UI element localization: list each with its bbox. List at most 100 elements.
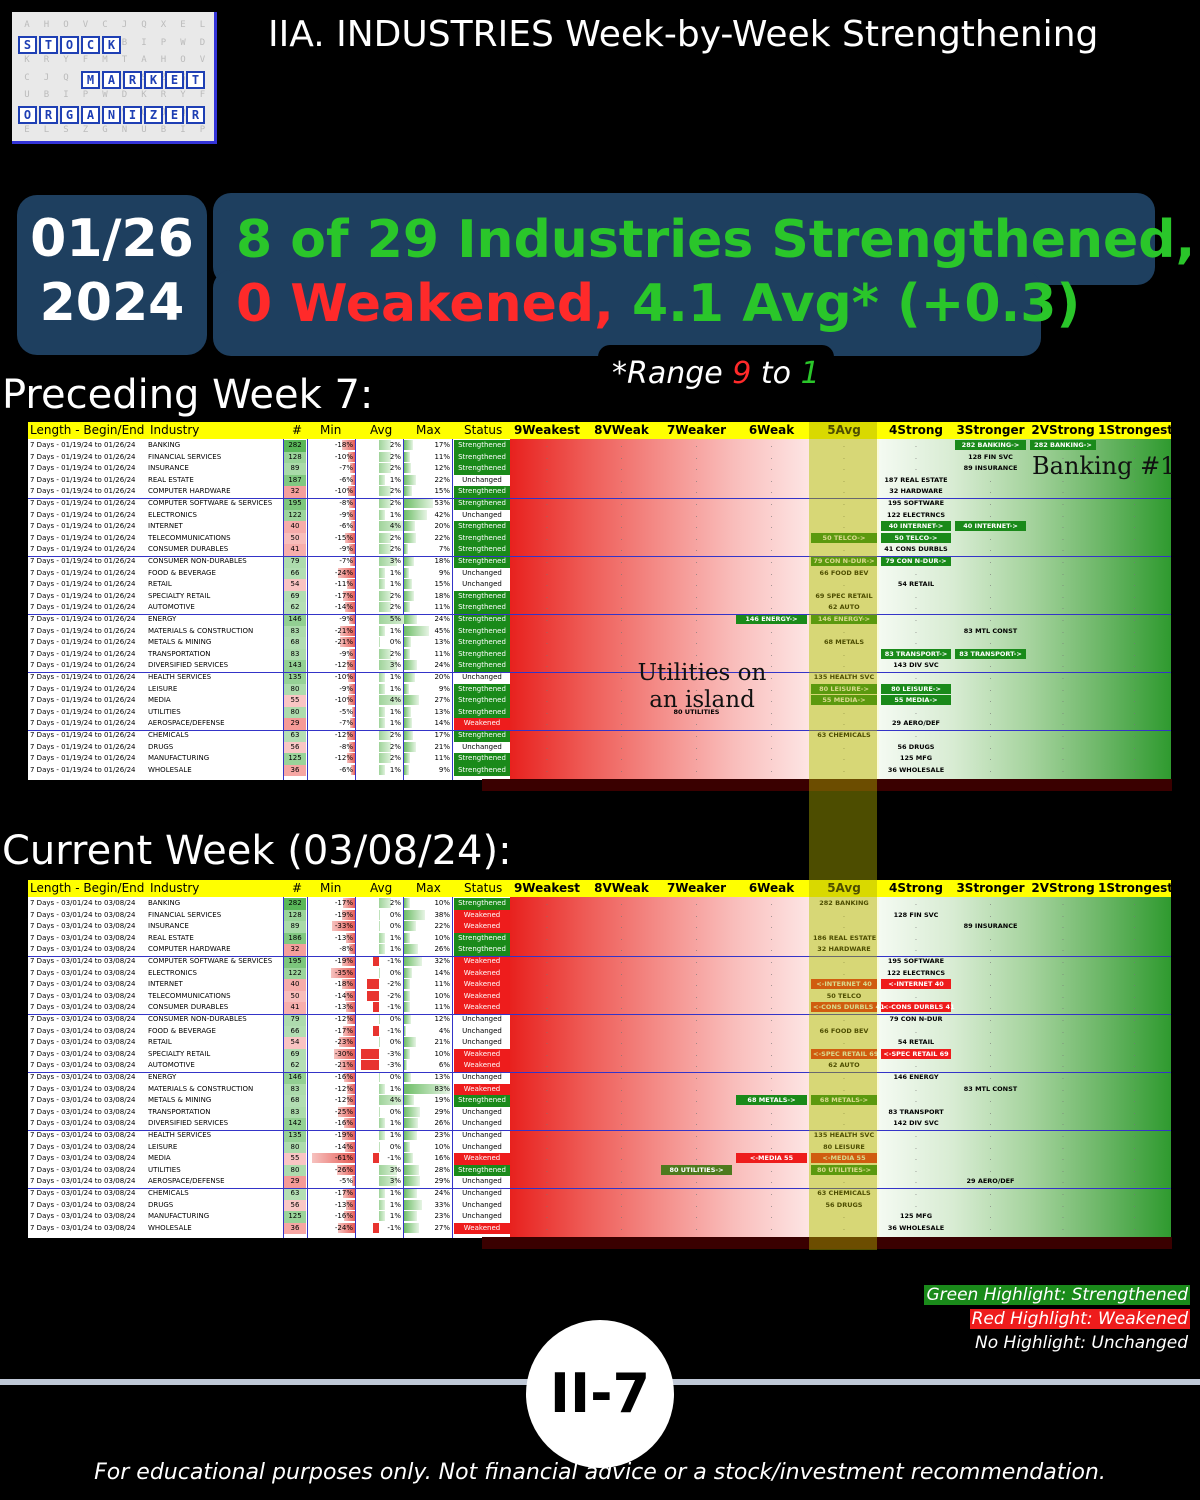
status-cell: Strengthened bbox=[454, 625, 510, 638]
table-row: 7 Days - 03/01/24 to 03/08/24 SPECIALTY R… bbox=[28, 1048, 1171, 1061]
rank-dot: . bbox=[770, 991, 773, 1000]
rank-dot: . bbox=[620, 1154, 623, 1163]
max-bar bbox=[404, 521, 415, 532]
avg-cell: 2% bbox=[389, 452, 401, 461]
industry-cell: DRUGS bbox=[148, 1200, 174, 1209]
rank-dot: . bbox=[545, 1096, 549, 1105]
avg-cell: 0% bbox=[389, 922, 401, 931]
rank-dot: . bbox=[1133, 1165, 1136, 1174]
rank-marker: 83 TRANSPORT bbox=[888, 1107, 944, 1116]
min-bar bbox=[343, 898, 355, 908]
column-divider bbox=[452, 439, 453, 780]
rank-band-3 bbox=[953, 897, 1028, 1238]
max-cell: 10% bbox=[434, 1142, 450, 1151]
rank-dot: . bbox=[545, 1200, 549, 1209]
industry-cell: CHEMICALS bbox=[148, 1189, 189, 1197]
rank-dot: . bbox=[620, 1038, 623, 1047]
rank-band-2 bbox=[1028, 439, 1098, 780]
column-header-min: Min bbox=[320, 423, 342, 437]
rank-dot: . bbox=[695, 441, 698, 449]
logo-faint-letter: H bbox=[160, 55, 167, 65]
status-cell: Weakened bbox=[454, 1222, 510, 1235]
rank-header-1: 1Strongest bbox=[1098, 423, 1174, 437]
rank-dot: . bbox=[620, 522, 623, 531]
rank-dot: . bbox=[842, 707, 846, 716]
rank-dot: . bbox=[545, 1026, 549, 1035]
status-cell: Strengthened bbox=[454, 602, 510, 614]
rank-dot: . bbox=[989, 684, 992, 693]
rank-marker: 128 FIN SVC bbox=[968, 452, 1013, 461]
avg-cell: 1% bbox=[389, 684, 401, 693]
logo-faint-letter: V bbox=[82, 20, 89, 30]
period-cell: 7 Days - 01/19/24 to 01/26/24 bbox=[30, 661, 136, 670]
rank-dot: . bbox=[842, 968, 846, 977]
page-title: IIA. INDUSTRIES Week-by-Week Strengtheni… bbox=[268, 14, 1099, 55]
period-cell: 7 Days - 01/19/24 to 01/26/24 bbox=[30, 591, 136, 600]
rank-dot: . bbox=[695, 1003, 698, 1012]
rank-header-2: 2VStrong bbox=[1031, 881, 1095, 895]
max-bar bbox=[404, 695, 419, 706]
avg-cell: 2% bbox=[389, 499, 401, 507]
max-bar bbox=[404, 898, 410, 908]
avg-cell: 2% bbox=[389, 533, 401, 542]
rank-dot: . bbox=[620, 945, 623, 954]
industry-cell: TELECOMMUNICATIONS bbox=[148, 991, 231, 1000]
rank-dot: . bbox=[842, 719, 846, 728]
rank-dot: . bbox=[1133, 603, 1136, 612]
avg-bar bbox=[379, 967, 380, 978]
table-row: 7 Days - 01/19/24 to 01/26/24 INTERNET 40 -… bbox=[28, 521, 1171, 533]
status-cell: Strengthened bbox=[454, 706, 510, 719]
max-bar bbox=[404, 932, 410, 943]
period-cell: 7 Days - 03/01/24 to 03/08/24 bbox=[30, 1061, 136, 1070]
rank-band-7 bbox=[659, 897, 734, 1238]
min-bar bbox=[345, 602, 355, 613]
rank-marker: 79 CON N-DUR bbox=[889, 1015, 943, 1023]
rank-dot: . bbox=[695, 1200, 698, 1209]
rank-dot: . bbox=[695, 510, 698, 519]
rank-dot: . bbox=[1133, 441, 1136, 449]
period-cell: 7 Days - 03/01/24 to 03/08/24 bbox=[30, 945, 136, 954]
avg-cell: -1% bbox=[387, 1223, 401, 1232]
preceding-week-table: Length - Begin/End Industry # Min Avg Max Stat… bbox=[28, 422, 1174, 780]
period-cell: 7 Days - 03/01/24 to 03/08/24 bbox=[30, 1142, 136, 1151]
period-cell: 7 Days - 01/19/24 to 01/26/24 bbox=[30, 626, 136, 635]
max-bar bbox=[404, 1083, 450, 1094]
min-cell: -23% bbox=[334, 1038, 353, 1047]
count-cell: 83 bbox=[284, 625, 306, 638]
avg-cell: 3% bbox=[389, 1165, 401, 1174]
rank-marker: 66 FOOD BEV bbox=[819, 568, 869, 577]
max-bar bbox=[404, 1014, 411, 1024]
min-bar bbox=[334, 1048, 355, 1059]
table-row: 7 Days - 01/19/24 to 01/26/24 ELECTRONICS… bbox=[28, 509, 1171, 522]
period-cell: 7 Days - 03/01/24 to 03/08/24 bbox=[30, 1003, 136, 1012]
rank-dot: . bbox=[1061, 707, 1065, 716]
rank-dot: . bbox=[620, 464, 623, 473]
rank-marker: 122 ELECTRNCS bbox=[886, 510, 946, 519]
rank-marker: 80 LEISURE-> bbox=[881, 683, 951, 694]
rank-marker: 186 REAL ESTATE bbox=[813, 933, 877, 942]
count-cell: 32 bbox=[284, 944, 306, 956]
logo-letter: O bbox=[60, 35, 79, 54]
rank-dot: . bbox=[1133, 1131, 1136, 1139]
industry-cell: HEALTH SERVICES bbox=[148, 1131, 212, 1139]
rank-dot: . bbox=[620, 452, 623, 461]
logo-faint-letter: V bbox=[199, 55, 206, 65]
avg-bar bbox=[361, 1048, 379, 1059]
rank-dot: . bbox=[1133, 765, 1136, 774]
logo-faint-letter: L bbox=[43, 125, 50, 135]
industry-cell: MEDIA bbox=[148, 1154, 171, 1163]
rank-dot: . bbox=[914, 899, 918, 907]
min-cell: -17% bbox=[334, 1026, 353, 1035]
rank-dot: . bbox=[1061, 499, 1065, 507]
status-cell: Weakened bbox=[454, 1083, 510, 1096]
count-cell: 80 bbox=[284, 706, 306, 719]
avg-bar bbox=[379, 1130, 385, 1140]
avg-cell: 1% bbox=[389, 673, 401, 681]
period-cell: 7 Days - 01/19/24 to 01/26/24 bbox=[30, 673, 136, 681]
avg-cell: 1% bbox=[389, 475, 401, 484]
table-row: 7 Days - 03/01/24 to 03/08/24 CONSUMER NO… bbox=[28, 1014, 1171, 1026]
min-bar bbox=[343, 1118, 355, 1129]
period-cell: 7 Days - 03/01/24 to 03/08/24 bbox=[30, 1049, 136, 1058]
period-cell: 7 Days - 01/19/24 to 01/26/24 bbox=[30, 533, 136, 542]
preceding-table-footer bbox=[482, 779, 1172, 791]
